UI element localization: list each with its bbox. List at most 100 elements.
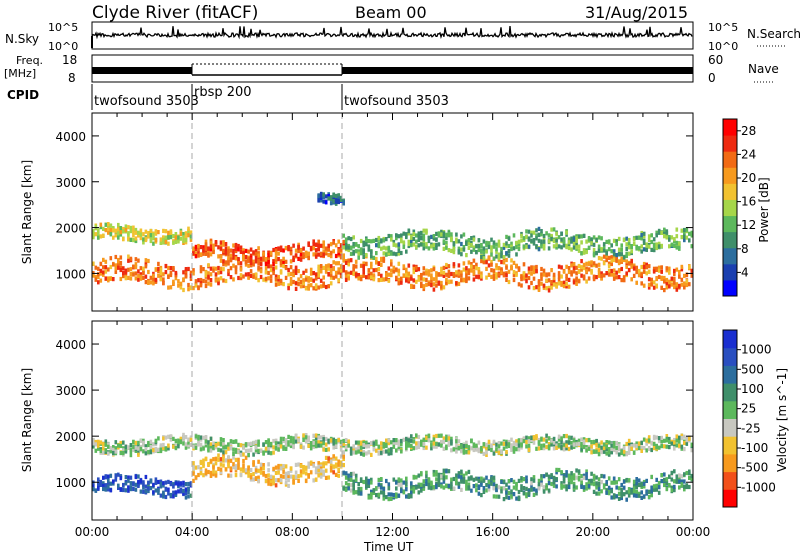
echo-cell (202, 462, 205, 467)
echo-cell (272, 445, 275, 450)
echo-cell (324, 251, 328, 256)
echo-cell (337, 462, 340, 467)
colorbar-segment (723, 365, 737, 384)
echo-cell (425, 270, 428, 275)
echo-cell (688, 238, 691, 243)
echo-cell (294, 281, 298, 286)
echo-cell (635, 246, 638, 251)
echo-cell (352, 242, 355, 247)
echo-cell (467, 245, 471, 250)
echo-cell (349, 251, 353, 256)
echo-cell (407, 239, 411, 244)
freq-label: Freq. (16, 54, 43, 67)
echo-cell (535, 244, 538, 249)
echo-cell (232, 455, 235, 460)
echo-cell (267, 481, 270, 486)
echo-cell (655, 477, 658, 482)
echo-cell (104, 483, 108, 488)
echo-cell (650, 239, 653, 245)
echo-cell (97, 266, 100, 271)
echo-cell (204, 251, 208, 256)
echo-cell (132, 238, 135, 243)
echo-cell (362, 261, 365, 266)
echo-cell (339, 445, 343, 450)
echo-cell (615, 450, 618, 455)
echo-cell (622, 492, 626, 497)
echo-cell (663, 275, 666, 281)
echo-cell (395, 252, 398, 257)
echo-cell (214, 278, 218, 283)
echo-cell (460, 475, 463, 480)
echo-cell (510, 492, 513, 497)
echo-cell (647, 237, 651, 243)
echo-cell (582, 233, 586, 238)
echo-cell (670, 485, 674, 490)
echo-cell (535, 233, 538, 238)
echo-cell (349, 270, 353, 275)
echo-cell (297, 462, 300, 467)
echo-cell (342, 245, 345, 250)
echo-cell (582, 444, 586, 450)
echo-cell (482, 451, 486, 456)
echo-cell (352, 244, 355, 249)
echo-cell (227, 268, 230, 274)
echo-cell (214, 461, 218, 466)
echo-cell (410, 234, 413, 239)
echo-cell (187, 437, 190, 442)
echo-cell (510, 264, 513, 269)
x-tick-label: 20:00 (576, 525, 611, 539)
echo-cell (440, 266, 443, 271)
echo-cell (164, 263, 168, 269)
echo-cell (367, 495, 371, 500)
echo-cell (465, 471, 468, 476)
echo-cell (480, 274, 483, 279)
echo-cell (640, 483, 643, 488)
echo-cell (642, 231, 646, 236)
echo-cell (437, 272, 441, 277)
echo-cell (485, 483, 488, 488)
echo-cell (607, 491, 611, 496)
echo-cell (354, 249, 358, 254)
echo-cell (117, 222, 120, 228)
echo-cell (102, 483, 105, 488)
echo-cell (537, 482, 541, 487)
echo-cell (678, 241, 681, 246)
echo-cell (535, 269, 538, 274)
echo-cell (685, 278, 689, 283)
echo-cell (357, 273, 360, 278)
freq-unit-label: [MHz] (4, 67, 36, 80)
echo-cell (197, 472, 200, 478)
echo-cell (182, 432, 185, 437)
echo-cell (607, 272, 611, 277)
echo-cell (530, 481, 533, 486)
echo-cell (680, 436, 684, 441)
echo-cell (437, 442, 441, 447)
echo-cell (505, 482, 508, 487)
echo-cell (129, 237, 133, 242)
echo-cell (365, 242, 368, 247)
echo-cell (525, 235, 528, 240)
echo-cell (254, 439, 258, 444)
echo-cell (365, 261, 368, 266)
echo-cell (500, 489, 503, 494)
echo-cell (385, 277, 388, 282)
echo-cell (209, 266, 213, 271)
echo-cell (627, 245, 631, 250)
echo-cell (427, 282, 431, 287)
velocity-colorbar-tick-label: 1000 (741, 343, 772, 357)
echo-cell (342, 200, 345, 205)
echo-cell (229, 442, 233, 447)
echo-cell (507, 269, 511, 274)
echo-cell (97, 439, 100, 444)
echo-cell (254, 468, 258, 473)
echo-cell (174, 235, 178, 240)
echo-cell (289, 271, 293, 276)
echo-cell (324, 442, 328, 447)
echo-cell (557, 271, 561, 276)
echo-cell (495, 272, 498, 277)
echo-cell (349, 488, 353, 493)
echo-cell (127, 445, 130, 450)
echo-cell (227, 271, 230, 277)
echo-cell (319, 243, 323, 248)
echo-cell (142, 275, 145, 280)
